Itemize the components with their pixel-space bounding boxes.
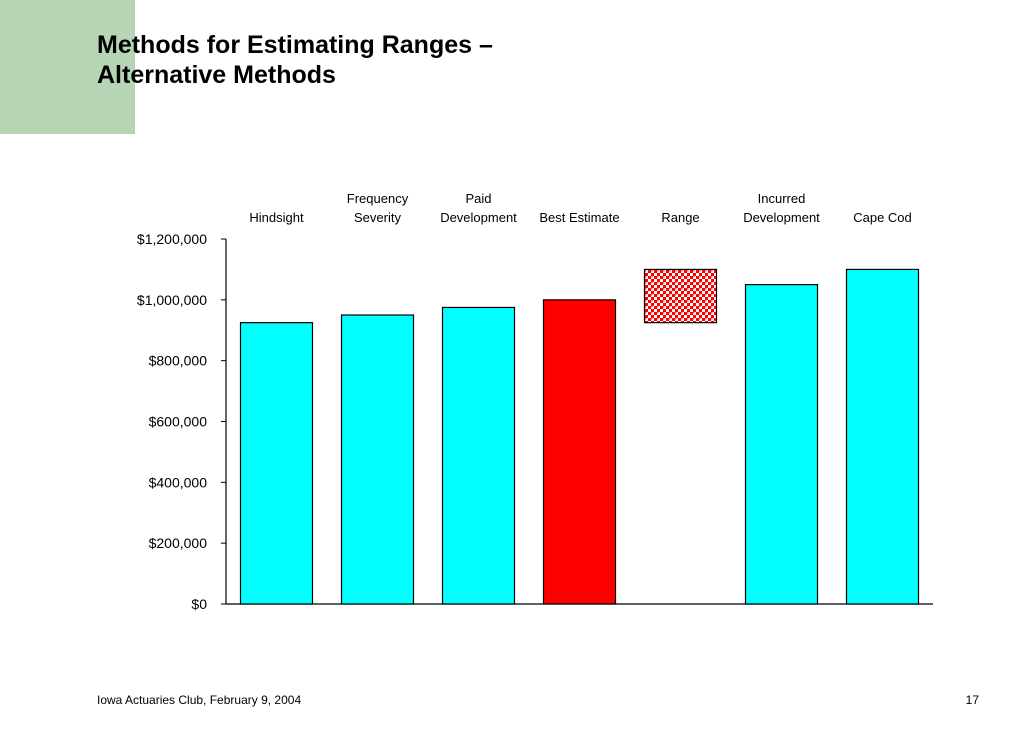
slide-title: Methods for Estimating Ranges – Alternat… [97, 30, 493, 90]
category-label: Paid [465, 191, 491, 206]
bar-best-estimate [542, 299, 617, 605]
category-label: Development [743, 210, 820, 225]
y-tick-label: $800,000 [149, 353, 208, 369]
category-label: Range [661, 210, 699, 225]
category-label: Frequency [347, 191, 409, 206]
y-tick-label: $200,000 [149, 535, 208, 551]
bar-hindsight [239, 322, 314, 605]
range-box [643, 268, 718, 324]
category-label: Hindsight [249, 210, 304, 225]
y-tick-label: $0 [191, 596, 207, 612]
accent-block [0, 0, 135, 134]
bar-frequency-severity [340, 314, 415, 605]
y-tick-label: $1,000,000 [137, 292, 207, 308]
page-number: 17 [965, 693, 979, 707]
bar-incurred-development [744, 284, 819, 605]
category-label: Cape Cod [853, 210, 912, 225]
footer-text: Iowa Actuaries Club, February 9, 2004 [97, 693, 302, 707]
bar-cape-cod [845, 268, 920, 605]
category-label: Incurred [758, 191, 806, 206]
y-tick-label: $400,000 [149, 474, 208, 490]
y-tick-label: $600,000 [149, 414, 208, 430]
category-label: Best Estimate [539, 210, 619, 225]
title-line-1: Methods for Estimating Ranges – [97, 31, 493, 59]
bar-paid-development [441, 306, 516, 605]
title-line-2: Alternative Methods [97, 61, 336, 89]
y-tick-label: $1,200,000 [137, 231, 207, 247]
category-label: Development [440, 210, 517, 225]
category-label: Severity [354, 210, 401, 225]
